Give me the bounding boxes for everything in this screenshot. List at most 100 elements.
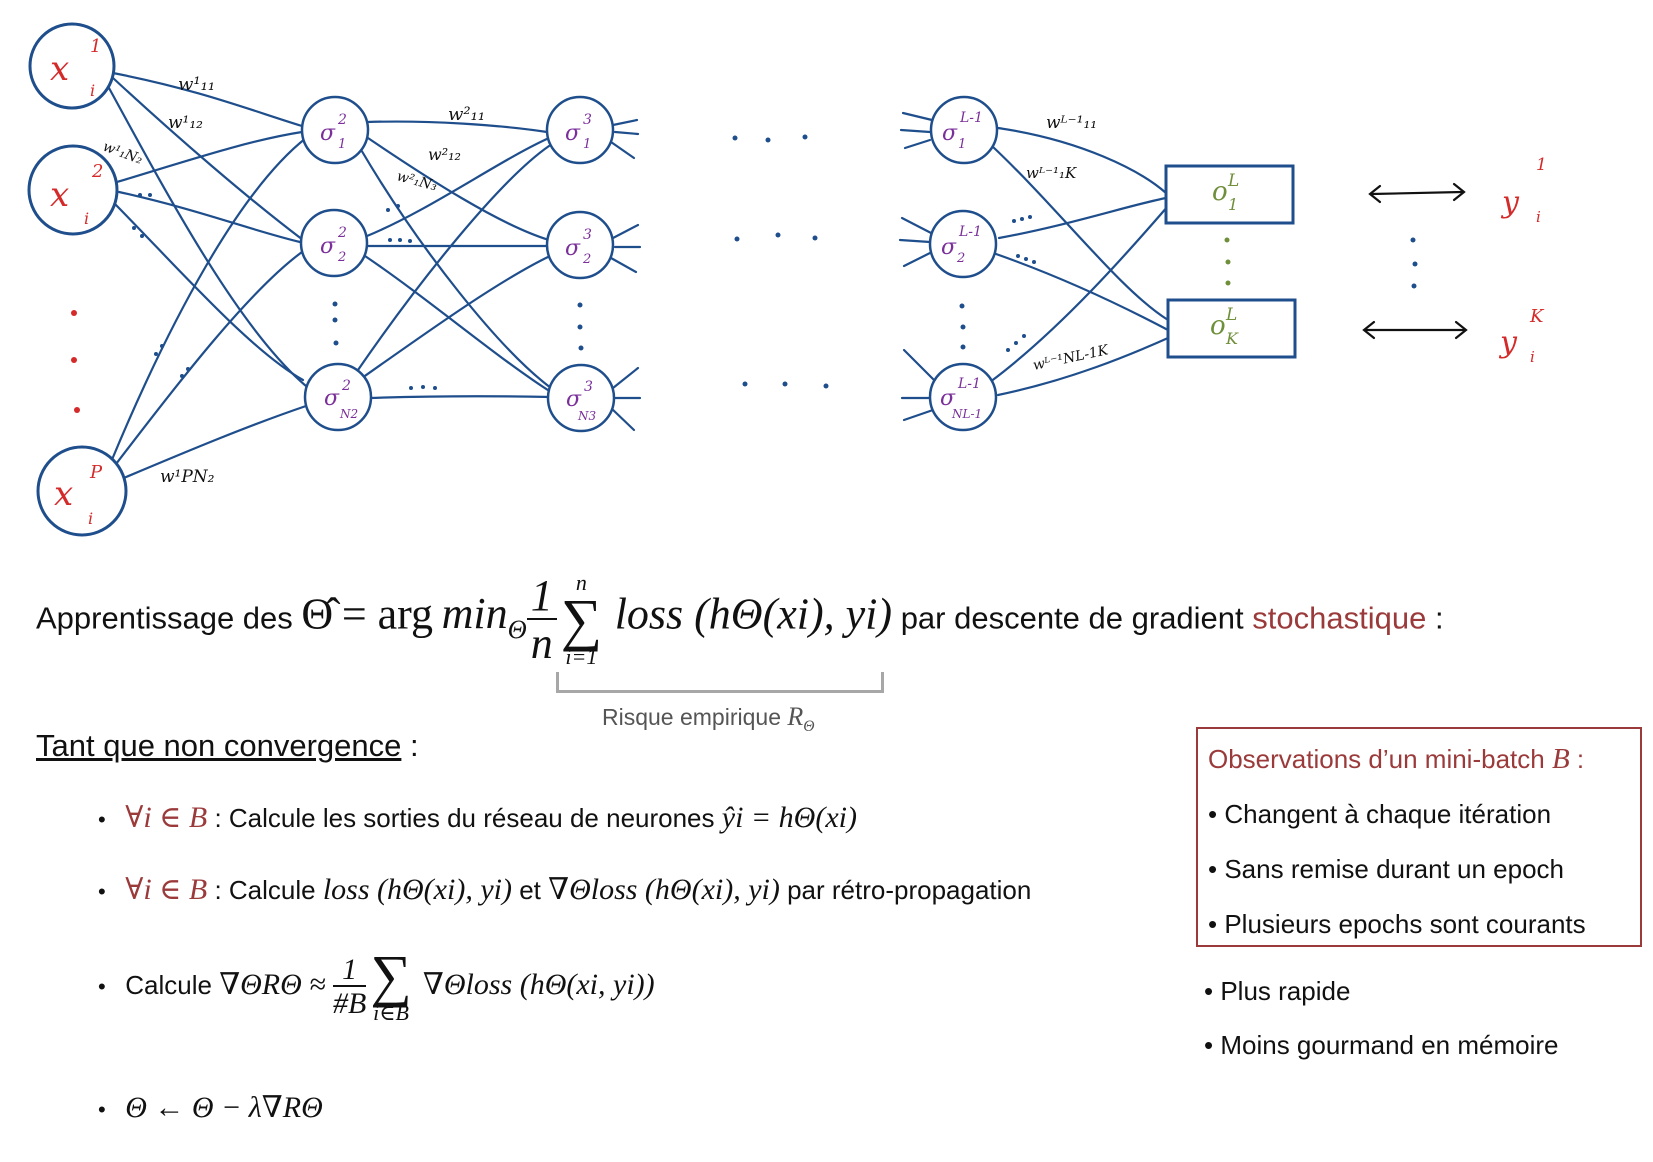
- svg-text:o: o: [1212, 177, 1228, 207]
- svg-text:2: 2: [337, 225, 347, 241]
- svg-text:σ: σ: [320, 234, 336, 259]
- advantage-item: • Plus rapide: [1204, 976, 1351, 1006]
- svg-text:wᴸ⁻¹₁₁: wᴸ⁻¹₁₁: [1046, 113, 1097, 133]
- svg-text:N2: N2: [339, 407, 358, 421]
- target-labels: y 1 i y K i: [1498, 155, 1547, 366]
- loss-expression: loss (hΘ(xi), yi): [614, 589, 893, 639]
- svg-text:3: 3: [583, 112, 592, 128]
- ellipsis-dots: [132, 134, 1418, 390]
- svg-text:i: i: [88, 509, 93, 528]
- output-ellipsis-dots: [1224, 237, 1231, 286]
- step-4: • Θ ← Θ − λ∇RΘ: [98, 1091, 323, 1124]
- svg-text:wᴸ⁻¹NL-1K: wᴸ⁻¹NL-1K: [1032, 342, 1112, 374]
- svg-text:σ: σ: [942, 121, 958, 146]
- objective-prefix: Apprentissage des: [36, 600, 293, 636]
- svg-text:σ: σ: [941, 235, 957, 260]
- input-label-1: x: [50, 49, 69, 89]
- svg-text:K: K: [1225, 329, 1239, 348]
- svg-text:2: 2: [337, 250, 346, 265]
- objective-line: Apprentissage des Θ̂ = arg minΘ 1 n n ∑ i=1 l…: [36, 572, 1444, 668]
- svg-text:σ: σ: [940, 386, 956, 411]
- weight-labels: w¹₁₁ w¹₁₂ w¹₁N₂ w¹PN₂ w²₁₁ w²₁₂ w²₁N₃ wᴸ…: [101, 74, 1112, 487]
- equals-arg: = arg: [341, 589, 434, 639]
- svg-text:σ: σ: [565, 236, 581, 261]
- svg-text:o: o: [1210, 311, 1226, 341]
- svg-text:1: 1: [1228, 195, 1238, 214]
- svg-text:1: 1: [338, 137, 346, 152]
- step-1-text: : Calcule les sorties du réseau de neuro…: [214, 803, 715, 833]
- svg-text:2: 2: [337, 112, 347, 128]
- svg-text:w¹PN₂: w¹PN₂: [160, 467, 215, 487]
- svg-text:i: i: [84, 209, 89, 228]
- svg-text:L: L: [1227, 171, 1239, 191]
- loop-heading: Tant que non convergence :: [36, 728, 419, 763]
- svg-text:L-1: L-1: [957, 376, 981, 392]
- step-1-math: ŷi = hΘ(xi): [721, 801, 857, 834]
- minibatch-item: • Plusieurs epochs sont courants: [1208, 909, 1586, 939]
- step-2-quantifier: ∀i ∈ B: [125, 873, 208, 906]
- svg-text:N3: N3: [577, 409, 597, 423]
- svg-text:wᴸ⁻¹₁K: wᴸ⁻¹₁K: [1026, 164, 1077, 182]
- risk-brace: [556, 672, 884, 693]
- target-label-k: y: [1498, 325, 1518, 360]
- step-3-sum: ∑ i∈B: [370, 943, 412, 1026]
- hidden-labels: σ 2 1 σ 2 2 σ 2 N2 σ 3 1 σ 3 2 σ 3 N3 σ …: [320, 110, 983, 423]
- svg-text:2: 2: [582, 252, 591, 267]
- input-label-2: x: [50, 175, 69, 215]
- svg-text:i: i: [1530, 348, 1535, 366]
- svg-text:L: L: [1225, 305, 1237, 325]
- sum-operator: n ∑ i=1: [560, 570, 603, 670]
- risk-label: Risque empirique RΘ: [602, 702, 815, 736]
- svg-text:1: 1: [583, 137, 591, 152]
- advantage-item: • Moins gourmand en mémoire: [1204, 1030, 1559, 1060]
- svg-text:1: 1: [90, 36, 101, 57]
- svg-text:σ: σ: [320, 121, 336, 146]
- svg-text:L-1: L-1: [958, 224, 982, 240]
- step-3-rhs: ∇Θloss (hΘ(xi, yi)): [422, 967, 655, 1001]
- svg-text:i: i: [1536, 208, 1541, 226]
- svg-text:i: i: [90, 81, 95, 100]
- svg-text:2: 2: [956, 251, 965, 266]
- svg-text:w²₁N₃: w²₁N₃: [395, 168, 439, 194]
- svg-text:w²₁₁: w²₁₁: [448, 104, 485, 125]
- min-operator: minΘ: [441, 589, 527, 645]
- step-4-update: Θ ← Θ − λ∇RΘ: [125, 1091, 323, 1124]
- input-label-p: x: [54, 474, 73, 514]
- step-2-and: et: [519, 875, 541, 905]
- svg-text:1: 1: [958, 137, 966, 152]
- minibatch-title: Observations d’un mini-batch B :: [1208, 743, 1585, 775]
- input-labels: x 1 i x 2 i x P i: [50, 36, 103, 528]
- minibatch-item: • Changent à chaque itération: [1208, 799, 1552, 829]
- svg-text:1: 1: [1536, 155, 1547, 175]
- svg-text:w¹₁₁: w¹₁₁: [178, 74, 215, 95]
- svg-text:3: 3: [583, 227, 592, 243]
- step-2: • ∀i ∈ B : Calcule loss (hΘ(xi), yi) et …: [98, 873, 1032, 906]
- step-1: • ∀i ∈ B : Calcule les sorties du réseau…: [98, 801, 857, 834]
- objective-suffix: :: [1434, 600, 1444, 636]
- svg-text:2: 2: [91, 161, 103, 182]
- step-3: • Calcule ∇ΘRΘ ≈ 1 #B ∑ i∈B ∇Θloss (hΘ(xi, …: [98, 943, 655, 1026]
- neural-network-diagram: x 1 i x 2 i x P i σ 2 1 σ 2 2 σ 2 N2 σ 3…: [27, 22, 1547, 537]
- step-2-tail: par rétro-propagation: [787, 875, 1032, 905]
- target-label-1: y: [1500, 185, 1520, 220]
- svg-text:3: 3: [584, 379, 593, 395]
- step-3-lhs: ∇ΘRΘ ≈: [219, 967, 326, 1001]
- svg-text:σ: σ: [324, 386, 340, 411]
- svg-text:w¹₁₂: w¹₁₂: [168, 113, 203, 133]
- step-3-text: Calcule: [125, 969, 212, 1000]
- objective-middle: par descente de gradient: [900, 600, 1244, 636]
- minibatch-item: • Sans remise durant un epoch: [1208, 854, 1564, 884]
- step-2-loss: loss (hΘ(xi), yi): [322, 873, 512, 906]
- theta-hat: Θ̂: [301, 589, 334, 639]
- hidden-neurons: [299, 95, 999, 433]
- output-labels: o L 1 o L K: [1210, 171, 1239, 348]
- loop-title: Tant que non convergence: [36, 728, 402, 763]
- step-3-fraction: 1 #B: [333, 953, 367, 1021]
- svg-text:2: 2: [341, 378, 351, 394]
- double-arrows: [1362, 182, 1468, 340]
- minibatch-box: Observations d’un mini-batch B : • Chang…: [1196, 727, 1642, 947]
- svg-text:NL-1: NL-1: [951, 407, 982, 421]
- svg-text:L-1: L-1: [959, 110, 983, 126]
- step-2-gradient: ∇Θloss (hΘ(xi), yi): [548, 873, 780, 906]
